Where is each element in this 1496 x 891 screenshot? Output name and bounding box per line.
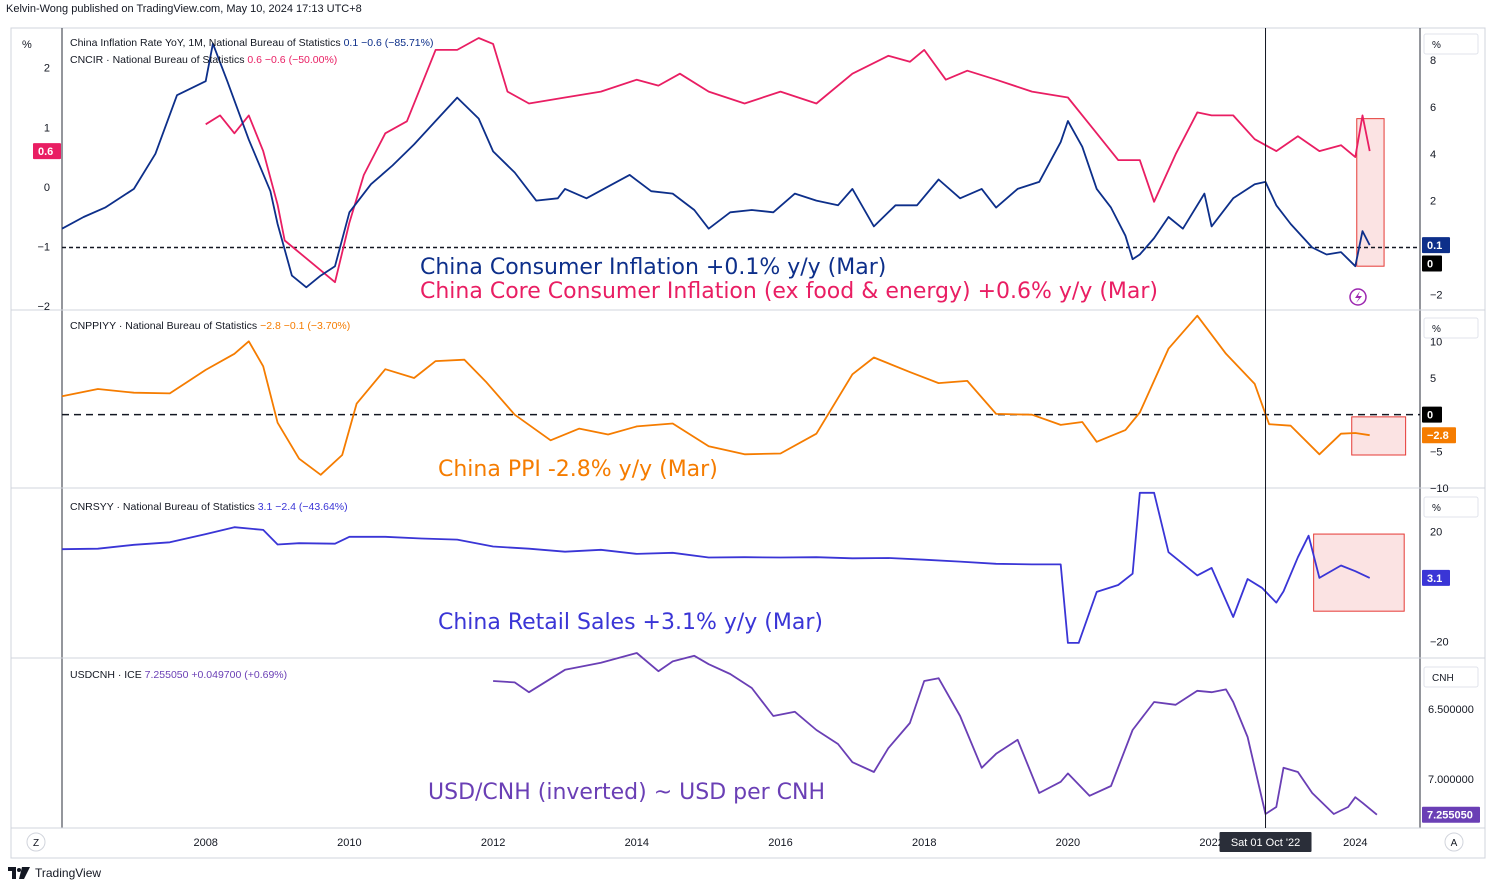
unit-button-ppi-label: % [1432,324,1441,335]
right-tick-label: −10 [1430,483,1449,495]
left-tick-label: −2 [37,301,50,313]
usdcnh-last-value-tag [1422,806,1480,823]
core-last-value-tag-text: 0.6 [38,146,53,158]
x-tick-label: 2016 [768,837,792,849]
publisher-credit: Kelvin-Wong published on TradingView.com… [6,3,362,15]
legend-retail-name: CNRSYY · National Bureau of Statistics [70,501,258,513]
zero-value-tag [1422,255,1442,272]
legend-ppi-change: −0.1 (−3.70%) [284,320,351,332]
x-tick-label: 2012 [481,837,505,849]
legend-retail-change: −2.4 (−43.64%) [275,501,347,513]
zoom-button-label: Z [33,838,39,849]
unit-button-retail[interactable] [1423,496,1479,518]
usdcnh-last-value-tag-text: 7.255050 [1427,810,1473,822]
legend-core: CNCIR · National Bureau of Statistics 0.… [70,54,337,66]
right-tick-label: 8 [1430,55,1436,67]
legend-core-name: CNCIR · National Bureau of Statistics [70,54,247,66]
legend-ppi-value: −2.8 [260,320,284,332]
cpi-last-value-tag-text: 0.1 [1427,240,1442,252]
flash-icon-bolt [1355,291,1362,303]
x-tick-label: 2018 [912,837,936,849]
flash-icon[interactable] [1349,288,1367,306]
unit-button-ppi[interactable] [1423,317,1479,339]
annotation-cpi-title: China Consumer Inflation +0.1% y/y (Mar) [420,255,886,280]
ppi-zero-tag [1422,406,1442,423]
retail-last-value-tag [1422,569,1450,586]
core-last-value-tag [33,143,61,160]
right-tick-label: 7.000000 [1428,774,1474,786]
cpi-line [61,42,1371,289]
legend-cpi-change: −0.6 (−85.71%) [361,37,433,49]
unit-button-cpi[interactable] [1423,33,1479,55]
right-tick-label: 20 [1430,526,1442,538]
annotation-usdcnh-title: USD/CNH (inverted) ~ USD per CNH [428,780,825,805]
auto-scale-button[interactable] [1444,832,1464,852]
zero-value-tag-text: 0 [1427,258,1433,270]
legend-core-value: 0.6 [247,54,265,66]
right-tick-label: −20 [1430,636,1449,648]
tradingview-brand[interactable]: TradingView [8,866,101,880]
highlight-box-cpi [1356,118,1385,267]
brand-name: TradingView [35,866,102,880]
ppi-line [61,314,1370,476]
legend-cpi: China Inflation Rate YoY, 1M, National B… [70,37,433,49]
x-tick-label: 2024 [1343,837,1367,849]
legend-usdcnh-name: USDCNH · ICE [70,669,145,681]
tradingview-logo-icon [8,867,30,879]
core-cpi-line [205,37,1371,284]
legend-core-change: −0.6 (−50.00%) [265,54,337,66]
zoom-button[interactable] [26,832,46,852]
cpi-last-value-tag [1422,237,1450,254]
right-tick-label: 6.500000 [1428,704,1474,716]
unit-button-retail-label: % [1432,503,1441,514]
retail-last-value-tag-text: 3.1 [1427,573,1442,585]
left-tick-label: 2 [44,63,50,75]
right-tick-label: 6 [1430,102,1436,114]
legend-usdcnh: USDCNH · ICE 7.255050 +0.049700 (+0.69%) [70,669,287,681]
left-tick-label: 1 [44,122,50,134]
annotation-ppi-title: China PPI -2.8% y/y (Mar) [438,457,718,482]
legend-ppi-name: CNPPIYY · National Bureau of Statistics [70,320,260,332]
right-tick-label: 2 [1430,196,1436,208]
right-tick-label: −5 [1430,446,1443,458]
legend-ppi: CNPPIYY · National Bureau of Statistics … [70,320,350,332]
left-tick-label: −1 [37,241,50,253]
annotation-core-title: China Core Consumer Inflation (ex food &… [420,279,1158,304]
highlight-box-ppi [1351,416,1407,456]
legend-usdcnh-value: 7.255050 [145,669,192,681]
x-tick-label: 2014 [625,837,649,849]
unit-button-usdcnh[interactable] [1423,666,1479,688]
right-tick-label: 5 [1430,373,1436,385]
ppi-last-value-tag [1422,427,1456,444]
unit-button-cpi-label: % [1432,40,1441,51]
left-unit-label: % [22,39,32,51]
x-tick-label: 2010 [337,837,361,849]
x-tick-label: 2020 [1056,837,1080,849]
x-tick-label: 2022 [1199,837,1223,849]
auto-scale-button-label: A [1451,838,1458,849]
legend-retail-value: 3.1 [258,501,276,513]
retail-line [61,491,1371,644]
usdcnh-line [493,652,1378,816]
annotation-retail-title: China Retail Sales +3.1% y/y (Mar) [438,610,823,635]
right-tick-label: 4 [1430,149,1436,161]
chart-frame [10,27,1486,859]
right-tick-label: −2 [1430,289,1443,301]
right-tick-label: 10 [1430,336,1442,348]
ppi-zero-tag-text: 0 [1427,410,1433,422]
unit-button-usdcnh-label: CNH [1432,673,1454,684]
legend-retail: CNRSYY · National Bureau of Statistics 3… [70,501,348,513]
left-tick-label: 0 [44,182,50,194]
legend-cpi-name: China Inflation Rate YoY, 1M, National B… [70,37,344,49]
ppi-last-value-tag-text: −2.8 [1427,430,1449,442]
crosshair-date-label [1219,832,1312,852]
crosshair-date-text: Sat 01 Oct '22 [1231,837,1300,849]
legend-usdcnh-change: +0.049700 (+0.69%) [191,669,287,681]
x-tick-label: 2008 [193,837,217,849]
legend-cpi-value: 0.1 [344,37,362,49]
